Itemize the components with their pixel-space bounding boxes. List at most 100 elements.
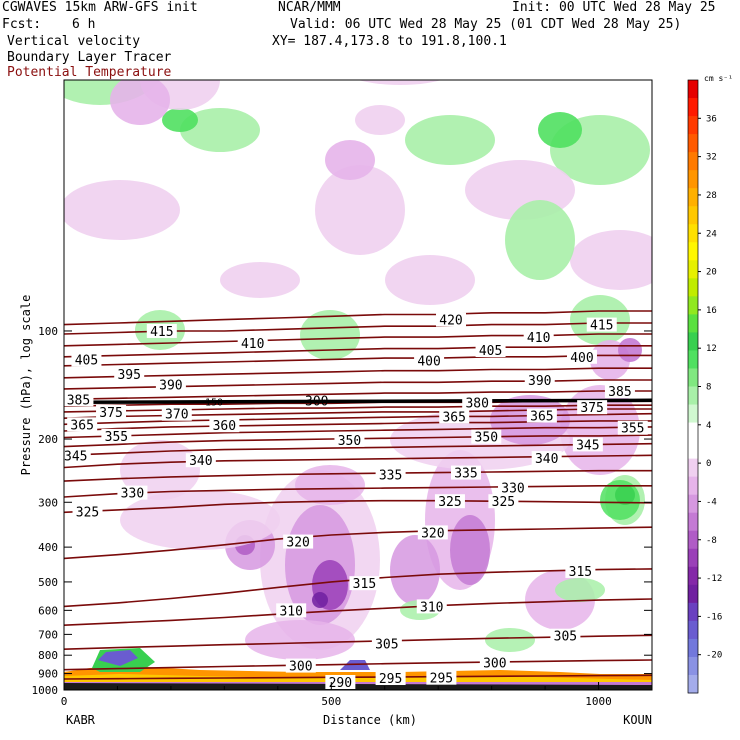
velocity-shade-lower-15 xyxy=(245,620,355,660)
contour-label: 365 xyxy=(442,410,465,425)
contour-label-bg-27 xyxy=(462,395,493,410)
contour-label-bg-31 xyxy=(577,400,608,415)
plot-frame xyxy=(63,79,653,691)
contour-label: 385 xyxy=(608,385,631,400)
velocity-shade-16 xyxy=(220,262,300,298)
velocity-shade-12 xyxy=(505,200,575,280)
theta-contour-385 xyxy=(64,390,652,401)
contour-label: 330 xyxy=(501,482,524,497)
velocity-shade-22 xyxy=(110,80,170,125)
colorbar-tick-label: 16 xyxy=(706,306,717,316)
theta-contour-295 xyxy=(64,674,652,680)
contour-label-bg-41 xyxy=(416,599,447,614)
velocity-shade-23 xyxy=(325,140,375,180)
colorbar-units: cm s⁻¹ xyxy=(704,74,733,83)
contour-label-bg-3 xyxy=(586,317,617,332)
colorbar-segment xyxy=(688,332,698,351)
contour-label-bg-25 xyxy=(72,504,103,519)
colorbar-segment xyxy=(688,494,698,514)
y-tick-label: 600 xyxy=(38,604,58,617)
colorbar-segment xyxy=(688,548,698,568)
theta-contour-395 xyxy=(64,367,652,379)
x-tick-label: 0 xyxy=(61,695,68,708)
theta-contour-325 xyxy=(64,499,652,514)
colorbar-segment xyxy=(688,404,698,424)
colorbar-segment xyxy=(688,224,698,243)
plot-area: 415 410 420 415 405 395 390 400 405 410 400 390 385 3… xyxy=(64,80,652,690)
velocity-shade-1 xyxy=(180,108,260,152)
contour-label-bg-15 xyxy=(161,406,192,421)
colorbar-segment xyxy=(688,458,698,478)
tropopause-label: 150 xyxy=(205,397,223,408)
contour-label-bg-29 xyxy=(471,429,502,444)
contour-label-bg-13 xyxy=(64,392,94,407)
contour-label-bg-44 xyxy=(550,628,581,643)
contour-label-bg-0 xyxy=(146,323,177,338)
contour-label: 310 xyxy=(279,604,302,619)
y-tick-label: 400 xyxy=(38,541,58,554)
y-tick-label: 200 xyxy=(38,433,58,446)
contour-label-bg-22 xyxy=(117,485,148,500)
contour-label-bg-32 xyxy=(617,420,648,435)
contour-label: 405 xyxy=(75,353,98,368)
contour-label-bg-26 xyxy=(498,480,529,495)
velocity-shade-4 xyxy=(538,112,582,148)
colorbar-tick-label: 20 xyxy=(706,268,717,278)
contour-label-bg-39 xyxy=(349,576,380,591)
theta-contour-330 xyxy=(64,485,652,498)
contour-label-bg-21 xyxy=(185,453,216,468)
colorbar-segment xyxy=(688,566,698,586)
contour-label-bg-1 xyxy=(237,335,268,350)
contour-label: 315 xyxy=(353,577,376,592)
contour-label-bg-18 xyxy=(101,428,132,443)
right-station: KOUN xyxy=(623,713,652,727)
theta-contour-405 xyxy=(64,345,652,358)
contour-label: 345 xyxy=(576,438,599,453)
contour-label: 315 xyxy=(569,565,592,580)
contour-label: 325 xyxy=(438,495,461,510)
contour-label-bg-43 xyxy=(371,636,402,651)
field-potential-temperature: Potential Temperature xyxy=(7,65,172,80)
colorbar-tick-label: -12 xyxy=(706,574,722,584)
colorbar-tick-label: 32 xyxy=(706,153,717,163)
colorbar-segment xyxy=(688,368,698,387)
colorbar-segment xyxy=(688,242,698,261)
colorbar-segment xyxy=(688,476,698,496)
theta-contour-335 xyxy=(64,469,652,482)
colorbar-tick-label: 0 xyxy=(706,459,711,469)
velocity-shade-21 xyxy=(355,105,405,135)
contour-label-bg-42 xyxy=(565,563,596,578)
y-tick-label: 800 xyxy=(38,649,58,662)
colorbar-segment xyxy=(688,656,698,676)
colorbar-tick-label: 36 xyxy=(706,114,717,124)
contour-label-bg-19 xyxy=(334,432,365,447)
xy-range: XY= 187.4,173.8 to 191.8,100.1 xyxy=(272,34,507,49)
colorbar-segment xyxy=(688,188,698,207)
colorbar-tick-label: -8 xyxy=(706,536,717,546)
colorbar-segment xyxy=(688,116,698,135)
colorbar-segment xyxy=(688,206,698,225)
fcst-value: 6 h xyxy=(72,17,96,32)
contour-label: 355 xyxy=(105,430,128,445)
theta-contour-410 xyxy=(64,333,652,347)
colorbar-segment xyxy=(688,260,698,279)
x-axis-label: Distance (km) xyxy=(323,713,417,727)
contour-label-bg-28 xyxy=(439,409,470,424)
velocity-shade-5 xyxy=(405,115,495,165)
colorbar-segment xyxy=(688,134,698,153)
contour-label-bg-2 xyxy=(436,312,467,327)
colorbar-segment xyxy=(688,584,698,604)
y-tick-label: 1000 xyxy=(32,684,59,697)
contour-label-bg-16 xyxy=(67,417,98,432)
velocity-shade-11 xyxy=(570,230,652,290)
contour-label-bg-35 xyxy=(283,534,314,549)
tracer-plume-blue xyxy=(98,650,138,666)
contour-label: 350 xyxy=(475,431,498,446)
velocity-shade-lower-3 xyxy=(312,592,328,608)
y-tick-label: 700 xyxy=(38,628,58,641)
contour-label: 400 xyxy=(570,351,593,366)
contour-label: 295 xyxy=(379,672,402,687)
org-label: NCAR/MMM xyxy=(278,0,341,15)
colorbar-segment xyxy=(688,170,698,189)
model-title: CGWAVES 15km ARW-GFS init xyxy=(2,0,198,15)
